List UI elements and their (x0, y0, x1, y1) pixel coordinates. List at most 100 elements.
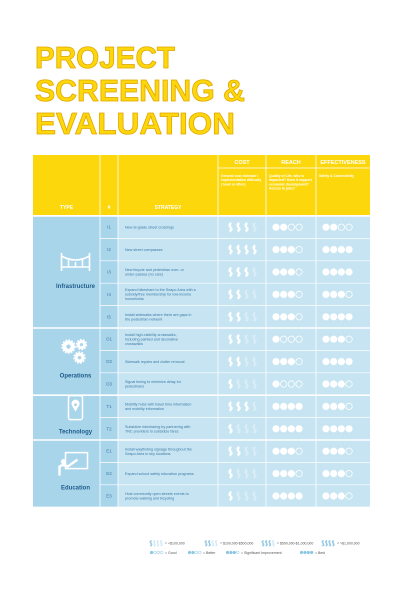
dollar-icon (252, 222, 257, 233)
rating-dot (287, 313, 295, 321)
rating-dot (280, 335, 288, 343)
rating-dot (287, 268, 295, 276)
cost-rating (228, 267, 257, 277)
dollar-icon (236, 222, 241, 233)
rating-dot (337, 246, 345, 254)
effectiveness-rating (322, 357, 353, 366)
legend-label: = Best (315, 551, 325, 555)
rating-dot (225, 550, 230, 555)
dollar-icon (228, 468, 233, 479)
rating-dot (191, 550, 195, 555)
rating-dot (345, 268, 353, 276)
rating-dot (322, 290, 330, 298)
rating-dot (345, 313, 353, 321)
rating-dot (310, 550, 314, 555)
effectiveness-rating (322, 290, 353, 298)
dollar-icon (207, 540, 211, 547)
reach-rating (272, 425, 303, 433)
rating-dot (236, 550, 240, 555)
legend-dots (299, 550, 314, 555)
rating-dot (287, 447, 295, 455)
rating-dot (295, 380, 303, 388)
row-id: T2 (106, 426, 112, 431)
dollar-icon (228, 311, 233, 322)
rating-dot (299, 550, 304, 555)
row-id: O2 (106, 359, 113, 364)
strategy: Expand bikeshare to the Seapo Area with … (125, 288, 197, 301)
rating-dot (337, 380, 345, 388)
reach-rating (272, 335, 303, 343)
rating-dot (287, 357, 295, 366)
dollar-icon (228, 491, 233, 501)
rating-dot (295, 469, 303, 478)
reach-rating (272, 246, 303, 254)
row-id: I1 (107, 225, 111, 230)
dollar-icon (244, 222, 249, 233)
cost-rating (228, 423, 257, 434)
dollar-icon (271, 540, 275, 547)
rating-dot (280, 469, 288, 478)
column-label: COST (234, 160, 250, 166)
legend-cost-icons (149, 540, 163, 547)
dollar-icon (236, 379, 241, 389)
dollar-icon (228, 423, 233, 434)
rating-dot (306, 550, 310, 555)
rating-dot (337, 425, 345, 433)
title-line: SCREENING & (35, 73, 245, 108)
dollar-icon (236, 468, 241, 479)
gear-hole (66, 344, 71, 349)
reach-rating (272, 357, 303, 366)
rating-dot (295, 313, 303, 321)
rating-dot (295, 268, 303, 276)
dollar-icon (214, 540, 218, 547)
column-label: TYPE (60, 205, 74, 211)
reach-rating (272, 380, 303, 388)
dollar-icon (244, 491, 249, 501)
rating-dot (330, 402, 338, 410)
rating-dot (330, 290, 338, 298)
row-id: I4 (107, 292, 111, 297)
strategy: New bicycle and pedestrian over- or under… (125, 268, 185, 277)
legend-label: = Good (165, 551, 177, 555)
dollar-icon (228, 356, 233, 367)
reach-rating (272, 469, 303, 478)
dollar-icon (236, 244, 241, 255)
effectiveness-rating (322, 447, 353, 455)
dollar-icon (252, 334, 257, 345)
dollar-icon (261, 540, 265, 547)
dollar-icon (236, 289, 241, 300)
rating-dot (337, 290, 345, 298)
dollar-icon (228, 267, 233, 277)
rating-dot (337, 447, 345, 455)
rating-dot (322, 357, 330, 366)
dollar-icon (328, 540, 332, 547)
rating-dot (280, 402, 288, 410)
type-label: Operations (60, 374, 92, 380)
row-id: O1 (106, 337, 113, 342)
dollar-icon (252, 491, 257, 501)
rating-dot (198, 550, 202, 555)
person-head (60, 459, 67, 465)
icon-shape (60, 253, 91, 271)
gears-icon (61, 338, 88, 364)
legend-cost-icons (261, 540, 275, 547)
rating-dot (322, 469, 330, 478)
dollar-icon (331, 540, 335, 547)
rating-dot (345, 380, 353, 388)
column-note: Safety & Connectivity (319, 174, 354, 178)
dollar-icon (236, 311, 241, 322)
rating-dot (280, 447, 288, 455)
header-band (33, 155, 370, 215)
column-note: Quality of Life, who is impacted? Does it… (269, 174, 313, 191)
title-line: PROJECT (35, 40, 175, 75)
dollar-icon (156, 540, 160, 547)
row-id: E1 (106, 449, 112, 454)
rating-dot (295, 223, 303, 231)
dollar-icon (252, 356, 257, 367)
cost-rating (228, 446, 257, 457)
dollar-icon (149, 540, 153, 547)
dollar-icon (228, 244, 233, 255)
strategy: New street overpasses (125, 248, 163, 252)
rating-dot (272, 380, 280, 388)
